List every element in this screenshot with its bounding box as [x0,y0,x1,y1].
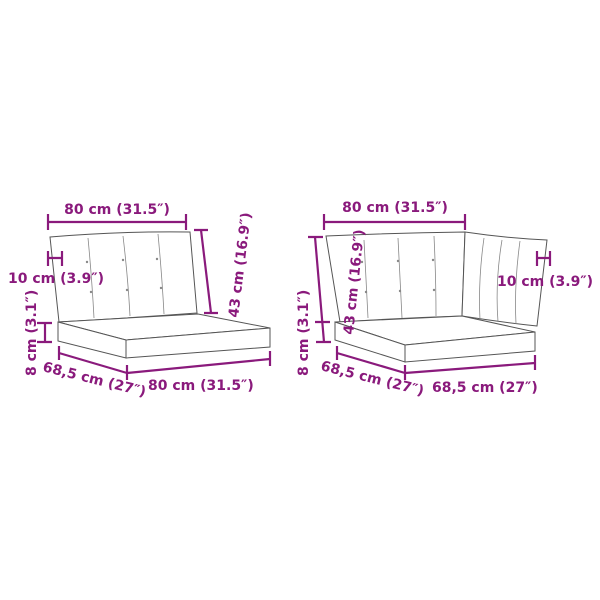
left-seat-side [125,327,271,359]
left-width-top-label: 80 cm (31.5″) [64,202,170,218]
right-width-bottom-label: 68,5 cm (27″) [432,380,538,396]
left-seat-height-label: 8 cm (3.1″) [24,290,40,376]
right-width-top-label: 80 cm (31.5″) [342,200,448,216]
left-depth-label: 68,5 cm (27″) [41,359,147,400]
left-back-thickness-label: 10 cm (3.9″) [8,271,104,287]
right-seat-side [404,331,536,363]
left-width-bottom-label: 80 cm (31.5″) [148,378,254,394]
right-cushion-drawing [325,231,548,363]
right-depth-label: 68,5 cm (27″) [319,358,425,399]
left-back-height-label: 43 cm (16.9″) [226,212,255,319]
right-seat-height-label: 8 cm (3.1″) [296,290,312,376]
left-cushion-drawing [49,231,271,359]
right-back-thickness-label: 10 cm (3.9″) [497,274,593,290]
